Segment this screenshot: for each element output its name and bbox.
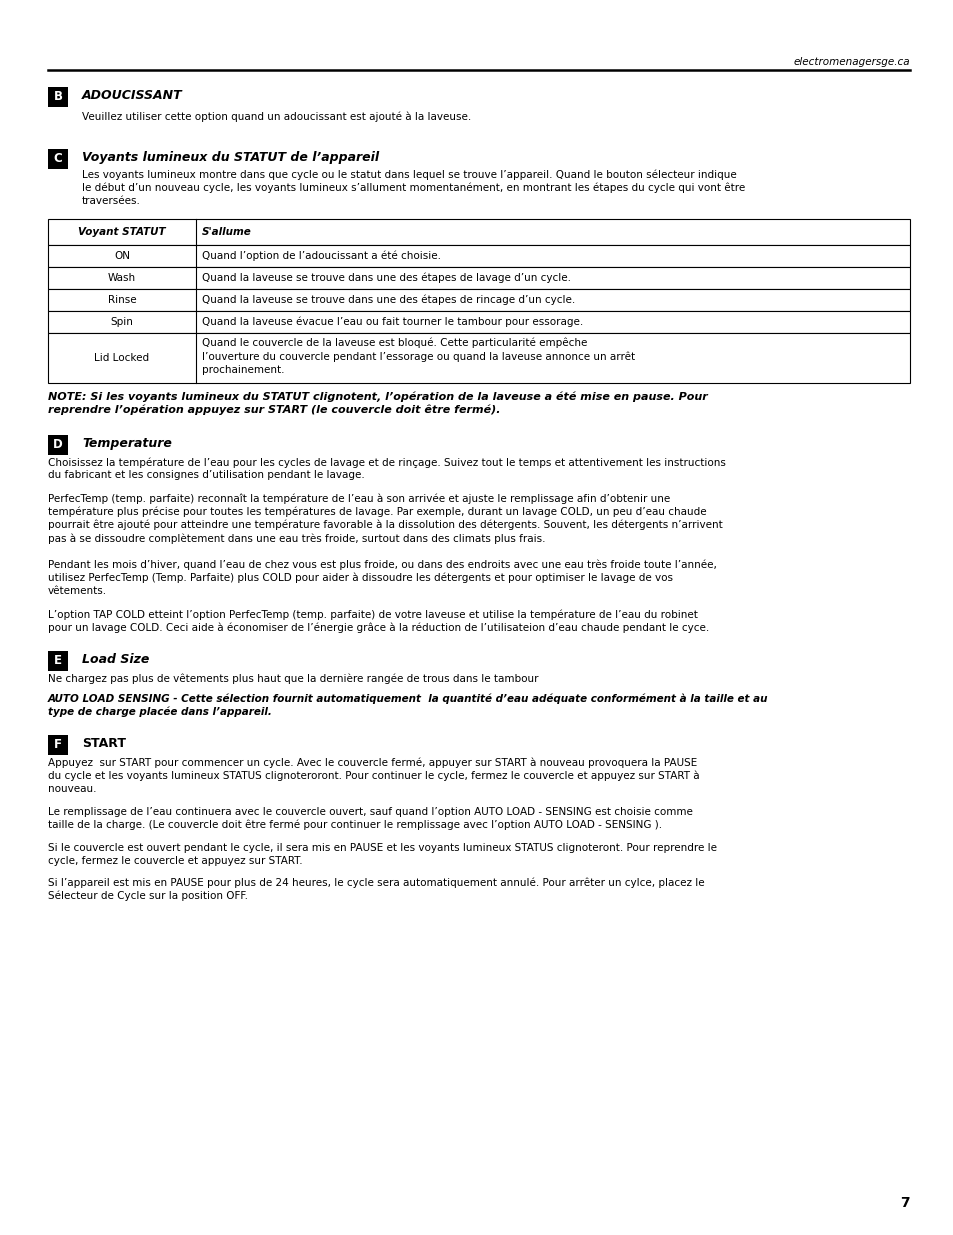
- Text: Spin: Spin: [111, 317, 133, 327]
- Text: ADOUCISSANT: ADOUCISSANT: [82, 89, 182, 103]
- Text: AUTO LOAD SENSING - Cette sélection fournit automatiquement  la quantité d’eau a: AUTO LOAD SENSING - Cette sélection four…: [48, 693, 768, 718]
- Bar: [48, 267, 909, 289]
- Text: Voyants lumineux du STATUT de l’appareil: Voyants lumineux du STATUT de l’appareil: [82, 151, 378, 164]
- Text: Pendant les mois d’hiver, quand l’eau de chez vous est plus froide, ou dans des : Pendant les mois d’hiver, quand l’eau de…: [48, 559, 716, 595]
- Text: B: B: [53, 90, 63, 104]
- Text: Si le couvercle est ouvert pendant le cycle, il sera mis en PAUSE et les voyants: Si le couvercle est ouvert pendant le cy…: [48, 844, 717, 866]
- Text: Rinse: Rinse: [108, 295, 136, 305]
- Bar: [48, 149, 68, 169]
- Text: Quand la laveuse se trouve dans une des étapes de rincage d’un cycle.: Quand la laveuse se trouve dans une des …: [202, 295, 575, 305]
- Text: Quand l’option de l’adoucissant a été choisie.: Quand l’option de l’adoucissant a été ch…: [202, 251, 440, 262]
- Text: Wash: Wash: [108, 273, 136, 283]
- Text: PerfecTemp (temp. parfaite) reconnaît la température de l’eau à son arrivée et a: PerfecTemp (temp. parfaite) reconnaît la…: [48, 493, 722, 543]
- Text: D: D: [53, 438, 63, 452]
- Text: Voyant STATUT: Voyant STATUT: [78, 227, 166, 237]
- Bar: [48, 219, 909, 245]
- Text: E: E: [54, 655, 62, 667]
- Bar: [48, 289, 909, 311]
- Text: Si l’appareil est mis en PAUSE pour plus de 24 heures, le cycle sera automatique: Si l’appareil est mis en PAUSE pour plus…: [48, 877, 704, 902]
- Bar: [48, 651, 68, 671]
- Text: START: START: [82, 737, 126, 750]
- Text: Quand la laveuse se trouve dans une des étapes de lavage d’un cycle.: Quand la laveuse se trouve dans une des …: [202, 273, 571, 283]
- Text: 7: 7: [900, 1195, 909, 1210]
- Text: Le remplissage de l’eau continuera avec le couvercle ouvert, sauf quand l’option: Le remplissage de l’eau continuera avec …: [48, 806, 692, 830]
- Text: Choisissez la température de l’eau pour les cycles de lavage et de rinçage. Suiv: Choisissez la température de l’eau pour …: [48, 457, 725, 480]
- Text: Temperature: Temperature: [82, 437, 172, 450]
- Text: F: F: [54, 739, 62, 752]
- Text: L’option TAP COLD etteint l’option PerfecTemp (temp. parfaite) de votre laveuse : L’option TAP COLD etteint l’option Perfe…: [48, 609, 708, 634]
- Text: Ne chargez pas plus de vêtements plus haut que la dernière rangée de trous dans : Ne chargez pas plus de vêtements plus ha…: [48, 673, 537, 683]
- Text: Load Size: Load Size: [82, 653, 150, 666]
- Bar: [48, 333, 909, 383]
- Text: electromenagersge.ca: electromenagersge.ca: [793, 57, 909, 67]
- Text: C: C: [53, 152, 62, 165]
- Bar: [48, 311, 909, 333]
- Text: Veuillez utiliser cette option quand un adoucissant est ajouté à la laveuse.: Veuillez utiliser cette option quand un …: [82, 111, 471, 121]
- Bar: [48, 435, 68, 454]
- Text: S'allume: S'allume: [202, 227, 252, 237]
- Bar: [48, 86, 68, 107]
- Text: Quand le couvercle de la laveuse est bloqué. Cette particularité empêche
l’ouver: Quand le couvercle de la laveuse est blo…: [202, 338, 635, 374]
- Text: ON: ON: [113, 251, 130, 261]
- Bar: [48, 735, 68, 755]
- Text: NOTE: Si les voyants lumineux du STATUT clignotent, l’opération de la laveuse a : NOTE: Si les voyants lumineux du STATUT …: [48, 391, 707, 415]
- Text: Les voyants lumineux montre dans que cycle ou le statut dans lequel se trouve l’: Les voyants lumineux montre dans que cyc…: [82, 169, 744, 206]
- Bar: [48, 245, 909, 267]
- Text: Lid Locked: Lid Locked: [94, 353, 150, 363]
- Text: Quand la laveuse évacue l’eau ou fait tourner le tambour pour essorage.: Quand la laveuse évacue l’eau ou fait to…: [202, 316, 582, 327]
- Text: Appuyez  sur START pour commencer un cycle. Avec le couvercle fermé, appuyer sur: Appuyez sur START pour commencer un cycl…: [48, 757, 699, 794]
